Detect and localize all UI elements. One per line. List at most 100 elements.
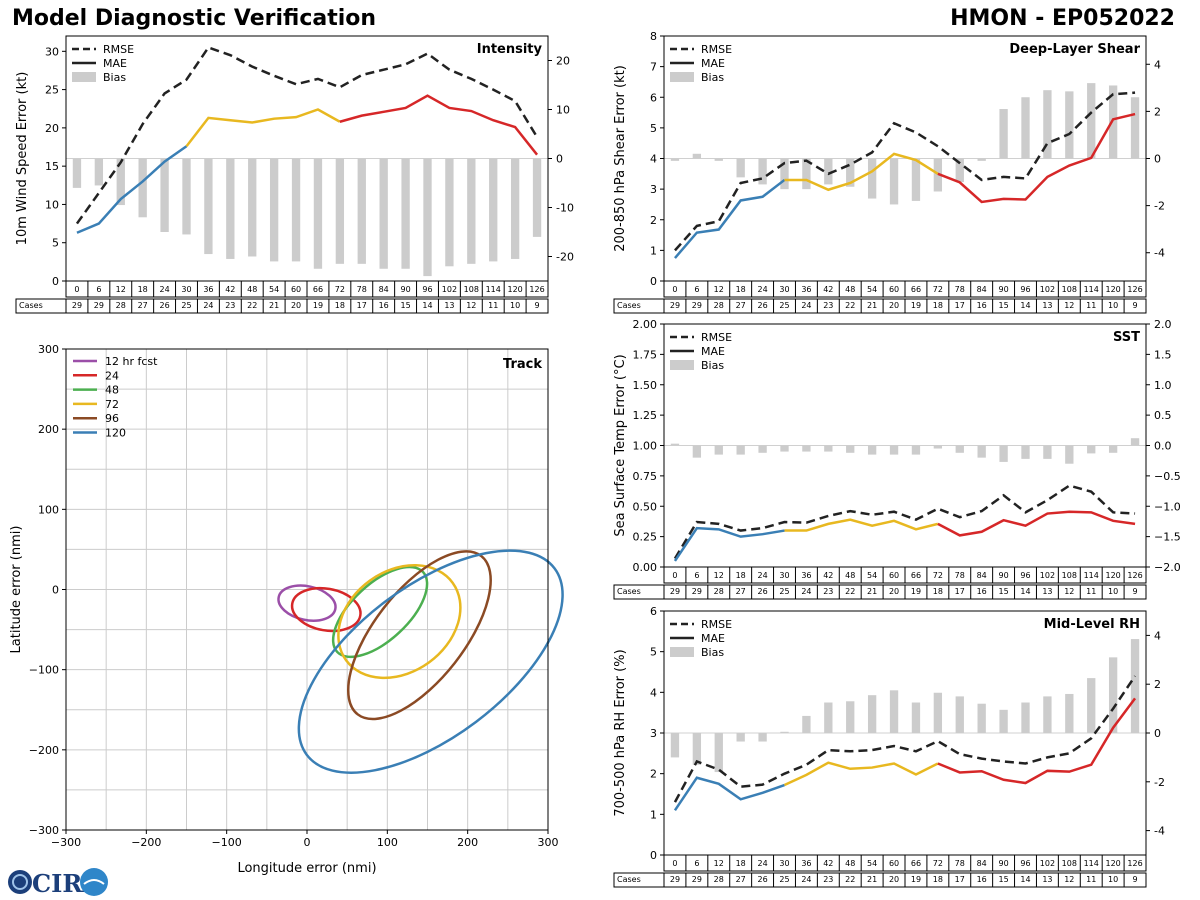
intensity-hour-102: 102 [442, 285, 457, 294]
track-ellipse-48 [331, 565, 429, 659]
rh-bias-bar-24 [758, 733, 767, 742]
intensity-hour-18: 18 [138, 285, 148, 294]
sst-cases-126: 9 [1132, 587, 1137, 596]
rh-hour-6: 6 [694, 859, 699, 868]
rh-cases-18: 27 [736, 875, 746, 884]
shear-mae-line-segment-3 [937, 112, 1136, 204]
intensity-bias-bar-12 [116, 158, 125, 206]
intensity-bias-bar-90 [401, 158, 410, 269]
storm-id-title: HMON - EP052022 [950, 6, 1175, 31]
shear-bias-bar-12 [714, 158, 723, 161]
sst-y2tick-label: −1.0 [1154, 500, 1181, 513]
sst-bias-bar-42 [824, 445, 833, 452]
intensity-bias-bar-42 [226, 158, 235, 259]
intensity-cases-row [15, 298, 549, 314]
shear-cases-12: 28 [714, 301, 724, 310]
intensity-hour-0: 0 [74, 285, 79, 294]
rh-mae-line-segment-3 [937, 697, 1137, 785]
intensity-bias-bar-30 [182, 158, 191, 235]
rh-bias-bar-114 [1087, 678, 1096, 733]
sst-ytick-label: 0.00 [633, 561, 658, 574]
rh-legend-bias-label: Bias [701, 646, 724, 659]
track-ytick-label: 300 [38, 343, 59, 356]
rh-hour-114: 114 [1084, 859, 1099, 868]
intensity-cases-36: 24 [203, 301, 213, 310]
track-xtick-label: 100 [377, 836, 398, 849]
track-ytick-label: 200 [38, 423, 59, 436]
sst-cases-72: 18 [933, 587, 943, 596]
shear-ytick-label: 8 [650, 30, 657, 43]
sst-hour-60: 60 [889, 571, 899, 580]
rh-cases-0: 29 [670, 875, 680, 884]
sst-hour-30: 30 [779, 571, 789, 580]
sst-title: SST [1113, 330, 1140, 345]
rh-legend-bias-swatch [670, 647, 694, 657]
shear-bias-bar-60 [889, 158, 899, 205]
shear-cases-78: 17 [955, 301, 965, 310]
track-ellipse-24 [290, 586, 362, 633]
intensity-mae-line-segment-2 [185, 108, 341, 148]
intensity-cases-126: 9 [534, 301, 539, 310]
intensity-bias-bar-0 [72, 158, 82, 188]
sst-bias-bar-48 [846, 445, 855, 453]
shear-hour-36: 36 [801, 285, 811, 294]
intensity-y2tick-label: -20 [556, 251, 574, 264]
track-legend-label-3: 72 [105, 398, 119, 411]
rh-hour-84: 84 [977, 859, 987, 868]
rh-hour-108: 108 [1062, 859, 1077, 868]
shear-hour-18: 18 [736, 285, 746, 294]
shear-bias-bar-66 [911, 158, 921, 201]
shear-hour-126: 126 [1127, 285, 1142, 294]
intensity-cases-24: 26 [159, 301, 169, 310]
intensity-hour-108: 108 [464, 285, 479, 294]
shear-hour-114: 114 [1084, 285, 1099, 294]
sst-bias-bar-24 [758, 445, 767, 453]
intensity-bias-bar-114 [489, 158, 498, 262]
intensity-title: Intensity [477, 42, 543, 57]
rh-bias-bar-78 [955, 696, 964, 733]
intensity-hour-48: 48 [247, 285, 257, 294]
rh-cases-12: 28 [714, 875, 724, 884]
intensity-cases-48: 22 [247, 301, 257, 310]
intensity-hour-84: 84 [379, 285, 389, 294]
intensity-bias-bar-48 [248, 158, 257, 257]
rh-bias-bar-108 [1065, 693, 1074, 733]
intensity-hour-6: 6 [96, 285, 101, 294]
shear-bias-bar-18 [736, 158, 745, 178]
intensity-hour-72: 72 [335, 285, 345, 294]
sst-bias-bar-114 [1087, 445, 1096, 454]
shear-bias-bar-126 [1130, 97, 1140, 159]
rh-cases-126: 9 [1132, 875, 1137, 884]
intensity-cases-60: 20 [291, 301, 301, 310]
sst-y2tick-label: 2.0 [1154, 318, 1172, 331]
sst-cases-42: 23 [823, 587, 833, 596]
sst-ylabel: Sea Surface Temp Error (°C) [613, 354, 628, 536]
rh-cases-row [613, 872, 1147, 888]
rh-bias-bar-18 [736, 733, 745, 742]
shear-bias-bar-90 [999, 109, 1008, 159]
intensity-cases-96: 14 [422, 301, 432, 310]
shear-bias-bar-102 [1043, 90, 1052, 159]
rh-cases-60: 20 [889, 875, 899, 884]
sst-hour-18: 18 [736, 571, 746, 580]
intensity-bias-bar-36 [204, 158, 213, 255]
sst-hour-120: 120 [1105, 571, 1120, 580]
shear-hour-120: 120 [1105, 285, 1120, 294]
sst-cases-102: 13 [1042, 587, 1052, 596]
shear-hour-6: 6 [694, 285, 699, 294]
rh-hour-42: 42 [823, 859, 833, 868]
sst-cases-12: 28 [714, 587, 724, 596]
rh-bias-bar-90 [999, 709, 1008, 733]
rh-hour-96: 96 [1020, 859, 1030, 868]
sst-cases-84: 16 [977, 587, 987, 596]
intensity-hour-30: 30 [181, 285, 191, 294]
track-xtick-label: 200 [457, 836, 478, 849]
sst-cases-54: 21 [867, 587, 877, 596]
sst-hour-48: 48 [845, 571, 855, 580]
sst-mae-line-segment-1 [673, 526, 785, 562]
shear-cases-24: 26 [757, 301, 767, 310]
rh-mae-line-segment-2 [783, 761, 939, 787]
intensity-mae-line-segment-1 [76, 145, 188, 234]
sst-ytick-label: 1.00 [633, 440, 658, 453]
intensity-ytick-label: 15 [45, 160, 59, 173]
